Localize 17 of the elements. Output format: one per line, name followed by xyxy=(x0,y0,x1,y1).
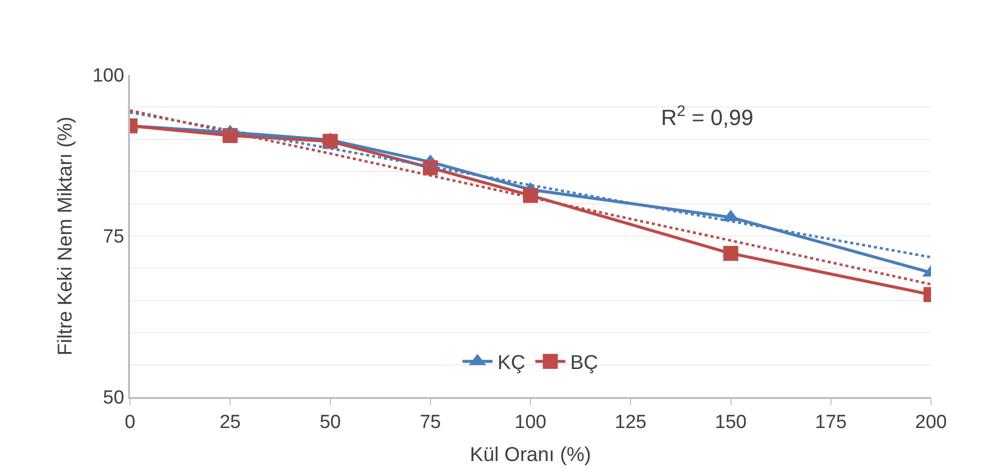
y-tick-label: 50 xyxy=(103,388,124,409)
legend-label: KÇ xyxy=(498,352,526,374)
y-tick-label: 100 xyxy=(92,66,124,87)
x-axis-title: Kül Oranı (%) xyxy=(470,444,592,466)
legend-label: BÇ xyxy=(570,352,598,374)
x-tick-label: 0 xyxy=(124,412,136,433)
x-tick-label: 100 xyxy=(514,412,546,433)
x-tick-label: 125 xyxy=(614,412,646,433)
x-tick-label: 50 xyxy=(320,412,341,433)
x-tick-label: 75 xyxy=(420,412,441,433)
x-tick-label: 25 xyxy=(220,412,241,433)
x-tick-label: 150 xyxy=(714,412,747,433)
y-axis-title: Filtre Keki Nem Miktarı (%) xyxy=(54,116,76,356)
y-tick-label: 75 xyxy=(103,226,124,248)
annotation: R$^{2}$ = 0,99 xyxy=(661,103,754,130)
x-tick-label: 175 xyxy=(815,412,847,433)
x-tick-label: 200 xyxy=(915,412,947,433)
